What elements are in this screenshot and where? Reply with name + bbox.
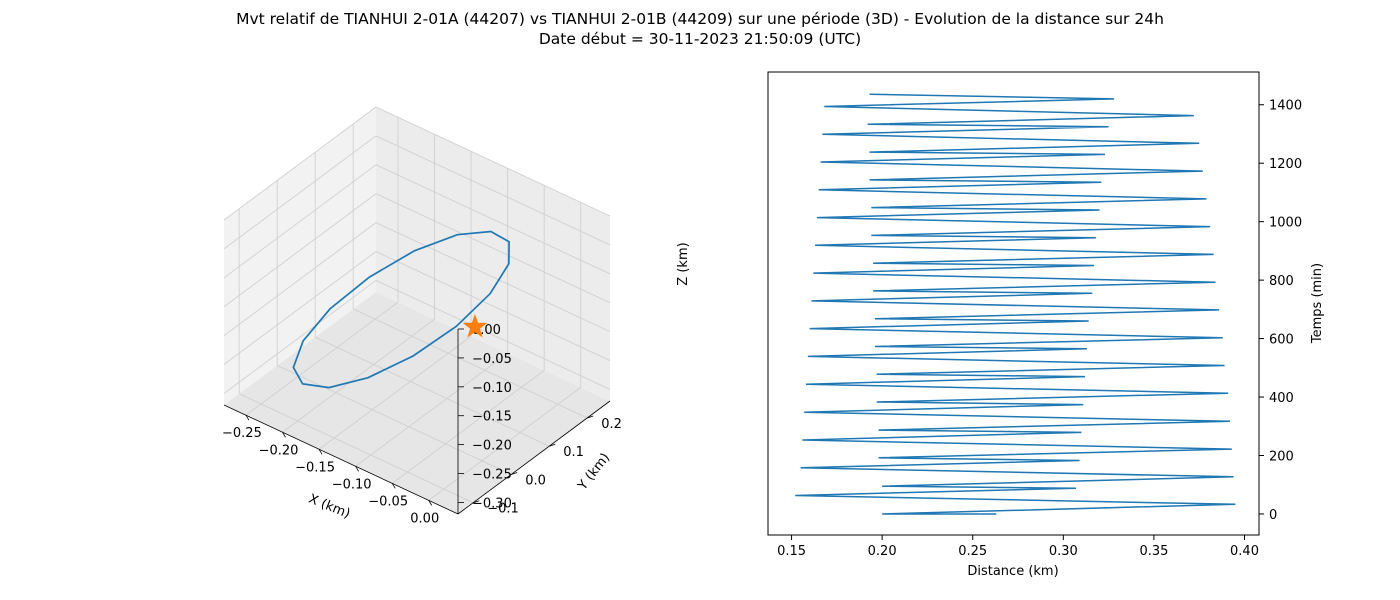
grid-line-z-back	[375, 193, 611, 304]
x-tick-label-3d: 0.00	[410, 511, 439, 526]
y-axis-line	[457, 400, 611, 515]
x-tick-mark-3d	[245, 415, 250, 421]
y-axis-label: Temps (min)	[1310, 263, 1325, 344]
x-ticks: 0.15 0.20 0.25 0.30 0.35 0.40	[777, 535, 1259, 559]
y-tick-label-3d: 0.2	[601, 417, 622, 432]
grid-line-x-floor	[318, 335, 472, 450]
y-tick-mark-3d	[511, 472, 518, 475]
distance-series-line	[795, 93, 1236, 515]
x-tick-label: 0.40	[1230, 544, 1259, 559]
figure-title: Mvt relatif de TIANHUI 2-01A (44207) vs …	[0, 9, 1400, 49]
x-tick-mark-3d	[355, 466, 359, 472]
x-tick-mark-3d	[318, 449, 323, 455]
x-tick-label: 0.20	[868, 544, 897, 559]
grid-line-x-floor	[391, 369, 545, 484]
grid-line-z-back	[375, 222, 611, 333]
grid-line-z-back	[375, 106, 611, 217]
figure-title-line2: Date début = 30-11-2023 21:50:09 (UTC)	[538, 30, 862, 48]
x-tick-mark-3d	[428, 500, 433, 506]
x-axis-label: Distance (km)	[967, 564, 1058, 579]
z-tick-label-3d: −0.15	[472, 410, 512, 425]
y-ticks: 0 200 400 600 800 1000 1200 1400	[1259, 99, 1302, 523]
grid-line-y-floor	[353, 308, 588, 419]
x-tick-label-3d: −0.05	[368, 494, 408, 509]
y-tick-label-3d: 0.1	[563, 445, 584, 460]
pane-floor	[224, 292, 610, 514]
chart-3d-trajectory: −0.25−0.20−0.15−0.10−0.050.00−0.10.00.10…	[222, 106, 691, 526]
x-axis-label-3d: X (km)	[306, 492, 352, 522]
z-tick-label-3d: −0.05	[472, 352, 512, 367]
y-tick-label: 800	[1269, 274, 1294, 289]
grid-line-y-floor	[239, 393, 474, 504]
y-tick-label-3d: −0.1	[487, 502, 519, 517]
x-tick-label-3d: −0.10	[332, 477, 372, 492]
z-tick-label-3d: −0.30	[472, 496, 512, 511]
grid-3d	[223, 106, 611, 504]
grid-line-z-left	[223, 164, 377, 279]
z-tick-label-3d: −0.10	[472, 381, 512, 396]
x-tick-label: 0.25	[958, 544, 987, 559]
pane-left-wall	[224, 107, 376, 405]
y-tick-label-3d: 0.0	[525, 473, 546, 488]
y-tick-label: 600	[1269, 333, 1294, 348]
grid-line-x-floor	[428, 387, 582, 501]
grid-line-z-left	[223, 251, 377, 365]
grid-line-z-back	[375, 135, 611, 246]
x-tick-label: 0.30	[1049, 544, 1078, 559]
x-tick-label-3d: −0.15	[295, 460, 335, 475]
grid-line-y-floor	[315, 336, 550, 447]
y-tick-label: 1000	[1269, 216, 1302, 231]
grid-line-z-left	[223, 222, 377, 336]
y-tick-mark-3d	[473, 500, 480, 504]
y-tick-mark-3d	[587, 415, 594, 419]
chart-distance-vs-time: 0.15 0.20 0.25 0.30 0.35 0.40 0 200 400 600 800 10…	[767, 71, 1325, 579]
grid-line-z-back	[375, 280, 611, 390]
grid-line-z-back	[375, 251, 611, 361]
trajectory-3d-line	[292, 230, 510, 389]
grid-line-z-left	[223, 106, 377, 221]
z-tick-label-3d: −0.20	[472, 439, 512, 454]
figure-title-line1: Mvt relatif de TIANHUI 2-01A (44207) vs …	[236, 10, 1164, 28]
x-tick-label-3d: −0.25	[222, 426, 262, 441]
grid-line-z-left	[223, 135, 377, 250]
y-tick-mark-3d	[549, 443, 556, 447]
x-axis-line	[223, 404, 459, 515]
grid-line-x-floor	[245, 301, 399, 416]
plot-frame	[767, 71, 1260, 536]
grid-line-z-left	[223, 280, 377, 394]
y-tick-label: 0	[1269, 508, 1277, 523]
grid-line-z-back	[375, 164, 611, 275]
grid-line-x-floor	[282, 318, 435, 433]
z-axis-label-3d: Z (km)	[676, 242, 691, 285]
y-tick-label: 400	[1269, 391, 1294, 406]
x-tick-mark-3d	[391, 483, 396, 489]
x-tick-label-3d: −0.20	[259, 443, 299, 458]
grid-line-z-left	[223, 193, 377, 308]
grid-line-y-floor	[277, 365, 512, 475]
y-tick-label: 1200	[1269, 157, 1302, 172]
x-tick-label: 0.15	[777, 544, 806, 559]
y-tick-label: 1400	[1269, 99, 1302, 114]
start-marker-star	[462, 314, 488, 338]
grid-line-x-floor	[355, 352, 508, 467]
x-tick-mark-3d	[282, 432, 286, 438]
axes-3d: −0.25−0.20−0.15−0.10−0.050.00−0.10.00.10…	[222, 323, 622, 526]
y-tick-label: 200	[1269, 449, 1294, 464]
x-tick-label: 0.35	[1139, 544, 1168, 559]
z-tick-label-3d: −0.25	[472, 468, 512, 483]
